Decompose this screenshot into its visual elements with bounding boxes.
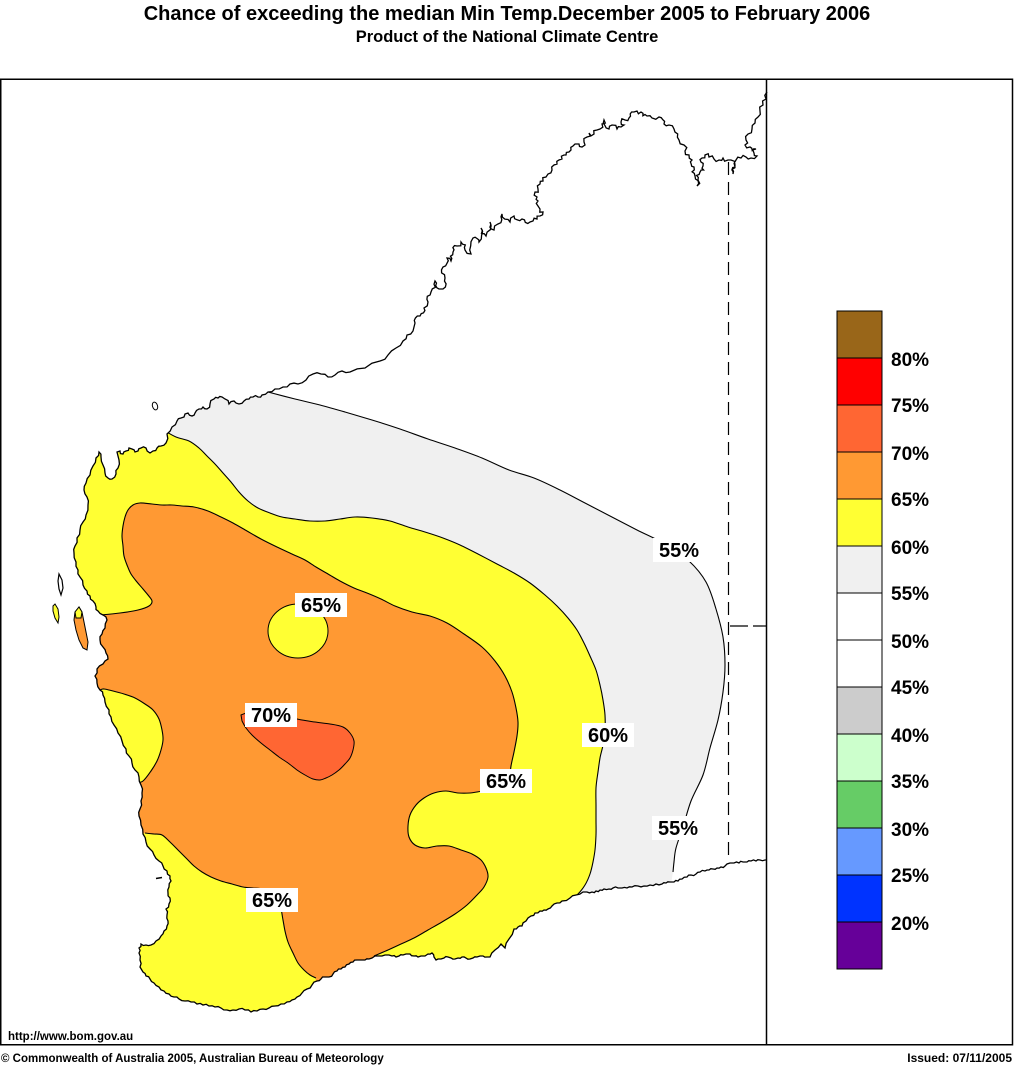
svg-text:65%: 65%	[891, 490, 929, 511]
svg-text:60%: 60%	[891, 538, 929, 559]
svg-text:65%: 65%	[301, 595, 341, 617]
svg-text:Product of the National Climat: Product of the National Climate Centre	[356, 28, 659, 46]
svg-text:40%: 40%	[891, 726, 929, 747]
svg-text:60%: 60%	[588, 725, 628, 747]
svg-text:70%: 70%	[891, 444, 929, 465]
svg-text:55%: 55%	[891, 584, 929, 605]
svg-text:45%: 45%	[891, 678, 929, 699]
svg-text:Chance of exceeding the median: Chance of exceeding the median Min Temp.…	[144, 3, 871, 25]
svg-text:30%: 30%	[891, 820, 929, 841]
svg-text:80%: 80%	[891, 350, 929, 371]
svg-text:55%: 55%	[659, 540, 699, 562]
svg-text:70%: 70%	[251, 705, 291, 727]
svg-text:35%: 35%	[891, 772, 929, 793]
svg-text:20%: 20%	[891, 914, 929, 935]
svg-text:http://www.bom.gov.au: http://www.bom.gov.au	[8, 1031, 133, 1043]
svg-text:25%: 25%	[891, 866, 929, 887]
svg-text:65%: 65%	[252, 890, 292, 912]
svg-text:75%: 75%	[891, 396, 929, 417]
svg-text:55%: 55%	[658, 818, 698, 840]
svg-text:© Commonwealth of Australia 20: © Commonwealth of Australia 2005, Austra…	[1, 1053, 384, 1065]
svg-text:50%: 50%	[891, 632, 929, 653]
svg-text:Issued: 07/11/2005: Issued: 07/11/2005	[907, 1051, 1012, 1065]
svg-text:65%: 65%	[486, 771, 526, 793]
